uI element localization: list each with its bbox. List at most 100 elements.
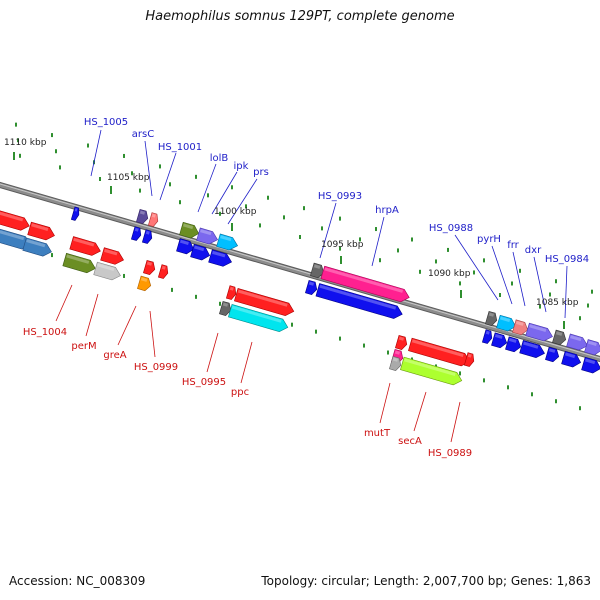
gene-pyrh-shape <box>496 314 517 332</box>
gene-blue-r7-shine <box>585 358 596 365</box>
gene-purple-small-shine <box>139 210 146 215</box>
gene-seca <box>400 356 463 386</box>
gene-red-left-2-shape <box>27 221 55 241</box>
scale-tick <box>531 392 533 397</box>
gene-dxr-shape <box>525 322 553 342</box>
gene-red-hs0989-shape <box>463 352 475 367</box>
scale-tick <box>511 281 513 286</box>
gene-mutt <box>395 334 408 350</box>
gene-red-small-2-shine <box>161 265 166 270</box>
gene-blue-small-1 <box>130 226 142 241</box>
leader-line-top <box>454 234 499 301</box>
scale-tick <box>171 287 173 292</box>
scale-tick <box>283 215 285 220</box>
leader-line-top <box>319 202 337 259</box>
gene-ipk-shine <box>200 229 212 236</box>
scale-tick <box>459 371 461 376</box>
scale-tick <box>507 385 509 390</box>
gene-label-bottom: secA <box>398 436 422 447</box>
scale-tick <box>291 322 293 327</box>
scale-tick <box>299 235 301 239</box>
gene-red-hs0995-shape <box>225 285 237 300</box>
gene-label-top: HS_0984 <box>545 254 589 265</box>
gene-grey-r1-shape <box>485 310 498 326</box>
scale-tick <box>459 281 461 286</box>
leader-line-top <box>512 251 526 307</box>
gene-ipk <box>196 227 219 245</box>
gene-purple-small-shape <box>136 208 149 224</box>
gene-label-bottom: perM <box>71 341 96 352</box>
leader-line-top <box>159 152 177 201</box>
gene-purple-small <box>136 208 149 224</box>
gene-grey-ppc <box>219 300 232 316</box>
leader-line-bottom <box>117 305 137 346</box>
gene-blue-c-shine <box>212 250 226 258</box>
gene-label-bottom: greA <box>103 350 126 361</box>
leader-line-top <box>227 178 258 225</box>
gene-seca-shine <box>403 358 456 377</box>
genome-backbone <box>0 181 600 363</box>
gene-blue-r6-shine <box>565 352 576 359</box>
leader-line-bottom <box>379 382 391 424</box>
scale-tick <box>15 122 17 127</box>
gene-blue-r7 <box>581 356 600 374</box>
gene-frr <box>512 319 529 336</box>
scale-tick <box>139 188 141 193</box>
gene-red-long <box>234 288 295 316</box>
gene-red-left-1 <box>0 209 30 231</box>
gene-dxr <box>525 322 553 342</box>
gene-perm-shape <box>62 252 96 274</box>
scale-tick <box>267 195 269 200</box>
gene-pink-small-shape <box>147 212 159 227</box>
gene-frr-shape <box>512 319 529 336</box>
scale-tick <box>447 247 449 252</box>
major-tick <box>13 152 15 160</box>
scale-tick <box>131 171 133 176</box>
scale-tick <box>17 138 19 143</box>
scale-label: 1085 kbp <box>536 298 579 308</box>
gene-blue-small-2-shine <box>145 230 150 235</box>
gene-blue-b-shape <box>190 243 211 261</box>
accession-label: Accession: NC_008309 <box>9 574 146 588</box>
gene-red-small-1-shine <box>146 261 153 266</box>
scale-label: 1105 kbp <box>107 173 150 183</box>
major-tick <box>563 321 565 329</box>
scale-labels: 1110 kbp 1105 kbp 1100 kbp 1095 kbp 1090 kbp… <box>4 138 579 308</box>
gene-hs0984-b-shine <box>587 340 597 346</box>
gene-grey-r2-shape <box>552 329 567 346</box>
gene-pink-mutt-shine <box>394 350 401 355</box>
gene-lolb-shine <box>183 223 194 230</box>
gene-grey-1-shine <box>97 263 115 271</box>
scale-tick <box>169 182 171 187</box>
gene-ipk-shape <box>196 227 219 245</box>
leader-line-bottom <box>85 293 99 337</box>
gene-blue-b <box>190 243 211 261</box>
leader-line-top <box>491 245 513 305</box>
gene-mutt-shape <box>395 334 408 350</box>
scale-tick <box>245 204 247 209</box>
gene-blue-tiny-shape <box>70 206 80 221</box>
gene-features <box>0 206 600 386</box>
gene-blue-tiny-shine <box>74 208 78 212</box>
scale-tick <box>159 164 161 169</box>
leader-line-top <box>533 256 547 313</box>
scale-tick <box>587 303 589 308</box>
leader-line-top <box>90 129 102 177</box>
gene-red-left-2 <box>27 221 55 241</box>
major-tick <box>231 223 233 231</box>
gene-label-top: lolB <box>210 153 229 164</box>
scale-tick <box>195 294 197 299</box>
scale-tick <box>397 248 399 253</box>
gene-blue-r7-shape <box>581 356 600 374</box>
scale-tick <box>207 193 209 198</box>
gene-label-top: HS_0993 <box>318 191 362 202</box>
gene-label-top: HS_1005 <box>84 117 128 128</box>
gene-mutt-shine <box>398 336 405 341</box>
leader-line-bottom <box>413 391 427 432</box>
gene-label-top: HS_1001 <box>158 142 202 153</box>
scale-tick <box>303 206 305 211</box>
gene-prs <box>216 233 239 251</box>
scale-tick <box>59 165 61 170</box>
leader-line-bottom <box>450 401 461 443</box>
